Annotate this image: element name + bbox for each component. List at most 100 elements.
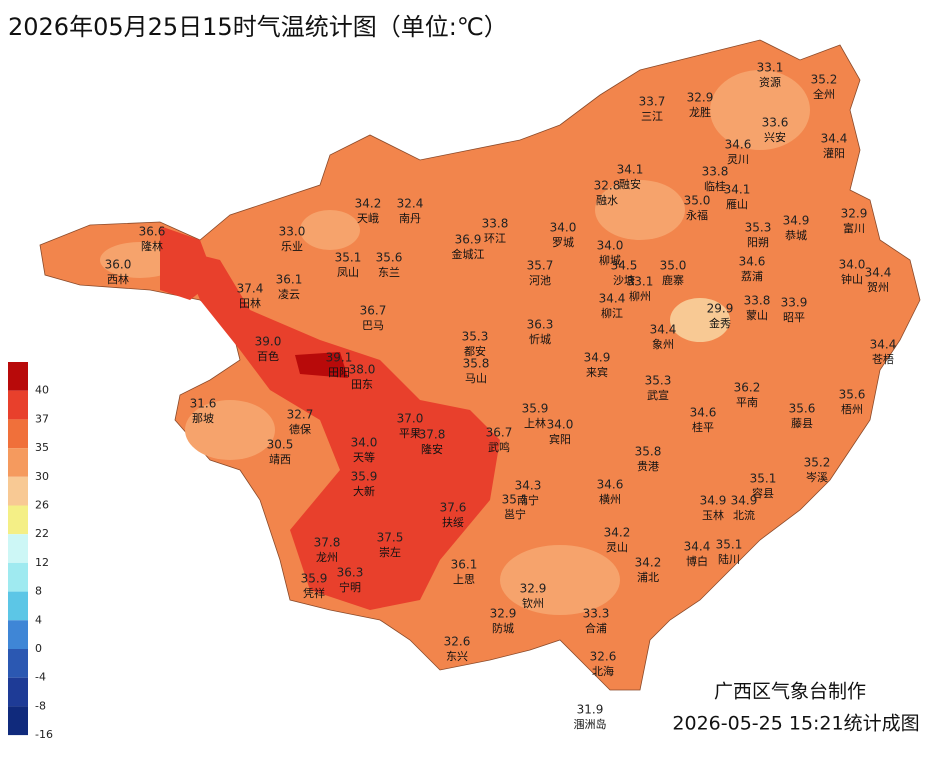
station-value: 29.9 [707, 302, 734, 316]
station-value: 36.1 [276, 273, 303, 287]
station-value: 34.4 [865, 266, 892, 280]
station-name: 凤山 [337, 266, 359, 279]
station-value: 35.1 [716, 538, 743, 552]
legend-label: 40 [35, 384, 49, 397]
legend-label: 22 [35, 527, 49, 540]
station-value: 35.9 [351, 470, 378, 484]
station-name: 鹿寨 [662, 273, 684, 287]
station-name: 全州 [813, 87, 835, 101]
station-name: 天等 [353, 450, 375, 464]
station-name: 融水 [596, 194, 618, 207]
station-value: 34.0 [597, 239, 624, 253]
station-value: 36.3 [337, 566, 364, 580]
legend-label: 12 [35, 556, 49, 569]
station-value: 34.4 [821, 132, 848, 146]
station-value: 34.0 [547, 418, 574, 432]
legend-label: -4 [35, 671, 46, 684]
station-name: 罗城 [552, 236, 574, 249]
station-name: 柳城 [599, 253, 621, 267]
station-value: 35.9 [522, 402, 549, 416]
station-name: 东兴 [446, 650, 468, 663]
station-name: 贵港 [637, 460, 659, 473]
legend-swatch [8, 505, 28, 535]
station-name: 百色 [257, 349, 279, 363]
station-name: 金城江 [452, 247, 485, 261]
station-value: 36.1 [451, 558, 478, 572]
station-name: 临桂 [704, 179, 726, 193]
station-value: 32.9 [520, 582, 547, 596]
station-name: 恭城 [785, 229, 807, 242]
station-name: 靖西 [269, 453, 291, 466]
station-name: 博白 [686, 554, 708, 568]
station-name: 灌阳 [823, 147, 845, 160]
station-value: 33.1 [627, 275, 654, 289]
station-value: 34.6 [597, 478, 624, 492]
station-name: 金秀 [709, 316, 731, 330]
station-name: 凭祥 [303, 586, 325, 600]
station-value: 34.6 [725, 138, 752, 152]
station-name: 上林 [524, 416, 546, 430]
station-name: 平果 [399, 427, 421, 440]
station-value: 34.1 [617, 163, 644, 177]
station-value: 30.5 [267, 438, 294, 452]
station-value: 37.4 [237, 282, 264, 296]
station-value: 35.8 [463, 357, 490, 371]
station-value: 38.0 [349, 363, 376, 377]
station-name: 龙州 [316, 551, 338, 564]
station-name: 南宁 [517, 493, 539, 507]
station-name: 凌云 [278, 287, 300, 301]
station-name: 兴安 [764, 130, 786, 144]
station-value: 32.9 [490, 607, 517, 621]
station-value: 34.6 [739, 255, 766, 269]
station-value: 32.6 [444, 635, 471, 649]
station-name: 西林 [107, 272, 129, 286]
station-name: 藤县 [791, 417, 813, 430]
station-name: 平南 [736, 396, 758, 409]
station-value: 37.8 [419, 428, 446, 442]
station-name: 钟山 [841, 272, 863, 286]
station-name: 陆川 [718, 552, 740, 566]
station-value: 36.6 [139, 225, 166, 239]
station-value: 35.6 [839, 388, 866, 402]
station-value: 35.8 [635, 445, 662, 459]
station-name: 武鸣 [488, 440, 510, 454]
station-value: 36.3 [527, 318, 554, 332]
legend-swatch [8, 390, 28, 420]
station-value: 35.3 [645, 374, 672, 388]
station-value: 33.3 [583, 607, 610, 621]
footer-maker: 广西区气象台制作 [714, 681, 866, 703]
station-name: 田林 [239, 296, 261, 310]
legend-swatch [8, 419, 28, 449]
legend-swatch [8, 448, 28, 477]
station-name: 田阳 [328, 366, 350, 379]
station-name: 昭平 [783, 311, 805, 324]
station-name: 富川 [843, 221, 865, 235]
station-name: 崇左 [379, 546, 401, 559]
station-name: 柳州 [629, 289, 651, 303]
station-name: 宾阳 [549, 432, 571, 446]
legend-swatch [8, 534, 28, 563]
station-name: 环江 [484, 232, 506, 245]
station-value: 35.1 [335, 251, 362, 265]
station-value: 35.6 [789, 402, 816, 416]
station-value: 33.7 [639, 95, 666, 109]
station-value: 35.2 [804, 456, 831, 470]
station-name: 天峨 [357, 212, 379, 225]
station-name: 荔浦 [741, 270, 763, 283]
station-name: 蒙山 [746, 309, 768, 322]
station-name: 北流 [733, 508, 755, 522]
station-value: 34.9 [783, 214, 810, 228]
legend-swatch [8, 677, 28, 707]
legend-label: 35 [35, 441, 49, 454]
station-name: 乐业 [281, 240, 303, 253]
station-name: 宁明 [339, 580, 361, 594]
station-value: 33.8 [482, 217, 509, 231]
station-name: 梧州 [841, 402, 863, 416]
legend-label: 0 [35, 642, 42, 655]
station-value: 33.9 [781, 296, 808, 310]
station-value: 33.8 [702, 165, 729, 179]
station-name: 雁山 [726, 198, 748, 211]
station-name: 灵山 [606, 541, 628, 554]
station-value: 35.9 [301, 572, 328, 586]
